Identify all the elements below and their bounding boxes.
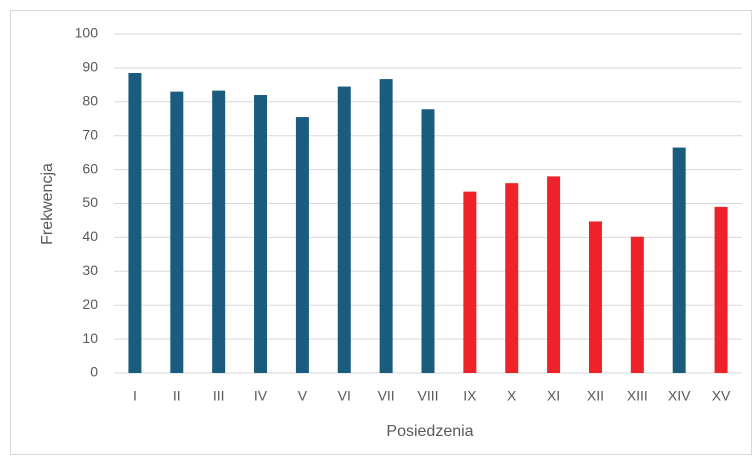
x-tick-label: I (133, 388, 137, 404)
x-tick-label: VI (338, 388, 351, 404)
x-tick-label: VII (378, 388, 395, 404)
x-tick-label: XII (587, 388, 604, 404)
bar (421, 109, 435, 374)
bar (714, 206, 728, 373)
x-tick-label: XV (712, 388, 731, 404)
x-tick-label: IX (463, 388, 477, 404)
y-tick-label: 30 (82, 262, 98, 278)
bar (170, 91, 184, 373)
x-axis-title: Posiedzenia (386, 423, 473, 440)
x-tick-label: IV (254, 388, 268, 404)
y-tick-label: 40 (82, 228, 98, 244)
bar (212, 90, 226, 373)
bar (379, 79, 393, 373)
y-tick-label: 50 (82, 194, 98, 210)
bar (254, 95, 268, 374)
y-tick-label: 20 (82, 296, 98, 312)
y-tick-label: 70 (82, 126, 98, 142)
bar (295, 117, 309, 374)
y-tick-label: 60 (82, 160, 98, 176)
y-tick-label: 80 (82, 93, 98, 109)
y-tick-label: 10 (82, 330, 98, 346)
x-tick-label: III (213, 388, 225, 404)
bar (588, 221, 602, 373)
bar (630, 236, 644, 373)
bar (463, 191, 477, 373)
x-tick-label: XI (547, 388, 560, 404)
y-tick-label: 100 (75, 25, 99, 41)
y-tick-label: 90 (82, 59, 98, 75)
bar (547, 176, 561, 373)
y-tick-label: 0 (90, 364, 98, 380)
bar (128, 72, 142, 374)
x-tick-label: XIII (627, 388, 648, 404)
bar (505, 183, 519, 373)
bar (672, 147, 686, 373)
y-axis-title: Frekwencja (39, 163, 56, 245)
bar (337, 86, 351, 374)
x-tick-label: V (298, 388, 308, 404)
x-tick-label: II (173, 388, 181, 404)
x-tick-label: XIV (668, 388, 691, 404)
x-tick-label: X (507, 388, 517, 404)
x-tick-label: VIII (417, 388, 438, 404)
